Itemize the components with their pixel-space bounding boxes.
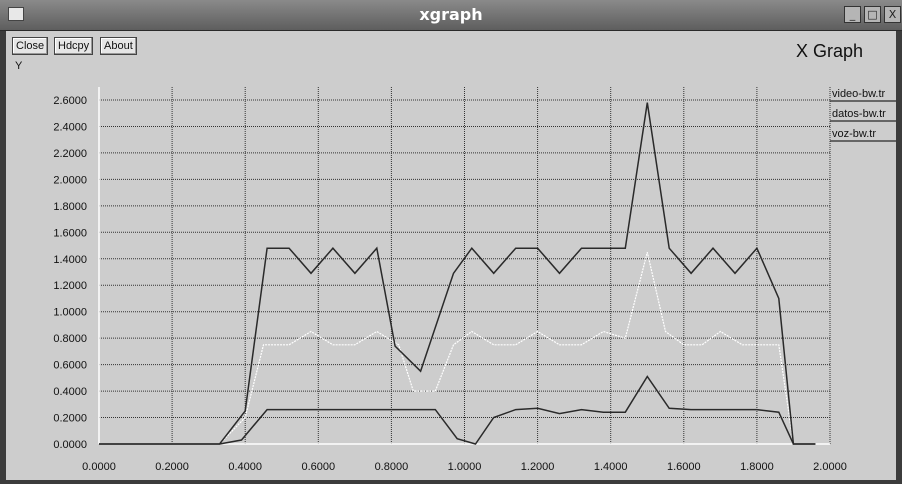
- y-tick-label: 0.2000: [53, 413, 87, 425]
- legend-entry: datos-bw.tr: [832, 108, 886, 120]
- close-button[interactable]: Close: [12, 37, 49, 55]
- y-tick-label: 0.6000: [53, 360, 87, 372]
- close-window-button[interactable]: X: [884, 6, 901, 23]
- y-tick-label: 2.6000: [53, 95, 87, 107]
- series-line-video-bw-tr: [99, 252, 794, 445]
- graph-area: Close Hdcpy About X Graph Y 0.0000 0.2000…: [6, 31, 896, 480]
- maximize-button[interactable]: □: [864, 6, 881, 23]
- minimize-button[interactable]: _: [844, 6, 861, 23]
- y-tick-label: 1.0000: [53, 307, 87, 319]
- y-axis-label: Y: [15, 60, 23, 72]
- title-bar[interactable]: xgraph _ □ X: [0, 0, 902, 31]
- y-tick-label: 1.8000: [53, 201, 87, 213]
- x-tick-label: 0.4000: [228, 461, 262, 473]
- window-menu-icon[interactable]: [8, 7, 24, 21]
- x-tick-label: 1.0000: [448, 461, 482, 473]
- x-tick-label: 1.8000: [740, 461, 774, 473]
- y-tick-label: 2.4000: [53, 121, 87, 133]
- legend-entry: video-bw.tr: [832, 88, 886, 100]
- y-tick-label: 0.8000: [53, 333, 87, 345]
- window-title: xgraph: [419, 5, 483, 24]
- series-line-datos-bw-tr: [99, 102, 816, 445]
- x-tick-label: 0.8000: [375, 461, 409, 473]
- x-tick-label: 0.0000: [82, 461, 116, 473]
- x-tick-label: 2.0000: [813, 461, 847, 473]
- y-tick-label: 2.0000: [53, 174, 87, 186]
- x-tick-label: 0.2000: [155, 461, 189, 473]
- x-tick-label: 0.6000: [301, 461, 335, 473]
- about-button[interactable]: About: [100, 37, 137, 55]
- line-chart: 0.0000 0.2000 0.4000 0.6000 0.8000 1.0000 1.20…: [53, 87, 896, 473]
- y-tick-label: 1.6000: [53, 227, 87, 239]
- x-tick-label: 1.2000: [521, 461, 555, 473]
- y-tick-label: 2.2000: [53, 148, 87, 160]
- y-tick-label: 1.2000: [53, 280, 87, 292]
- graph-title: X Graph: [796, 41, 864, 61]
- y-tick-label: 0.4000: [53, 386, 87, 398]
- y-tick-label: 0.0000: [53, 439, 87, 451]
- y-tick-label: 1.4000: [53, 254, 87, 266]
- hdcpy-button[interactable]: Hdcpy: [54, 37, 94, 55]
- legend-entry: voz-bw.tr: [832, 128, 876, 140]
- x-tick-label: 1.6000: [667, 461, 701, 473]
- series-line-voz-bw-tr: [99, 375, 816, 445]
- x-tick-label: 1.4000: [594, 461, 628, 473]
